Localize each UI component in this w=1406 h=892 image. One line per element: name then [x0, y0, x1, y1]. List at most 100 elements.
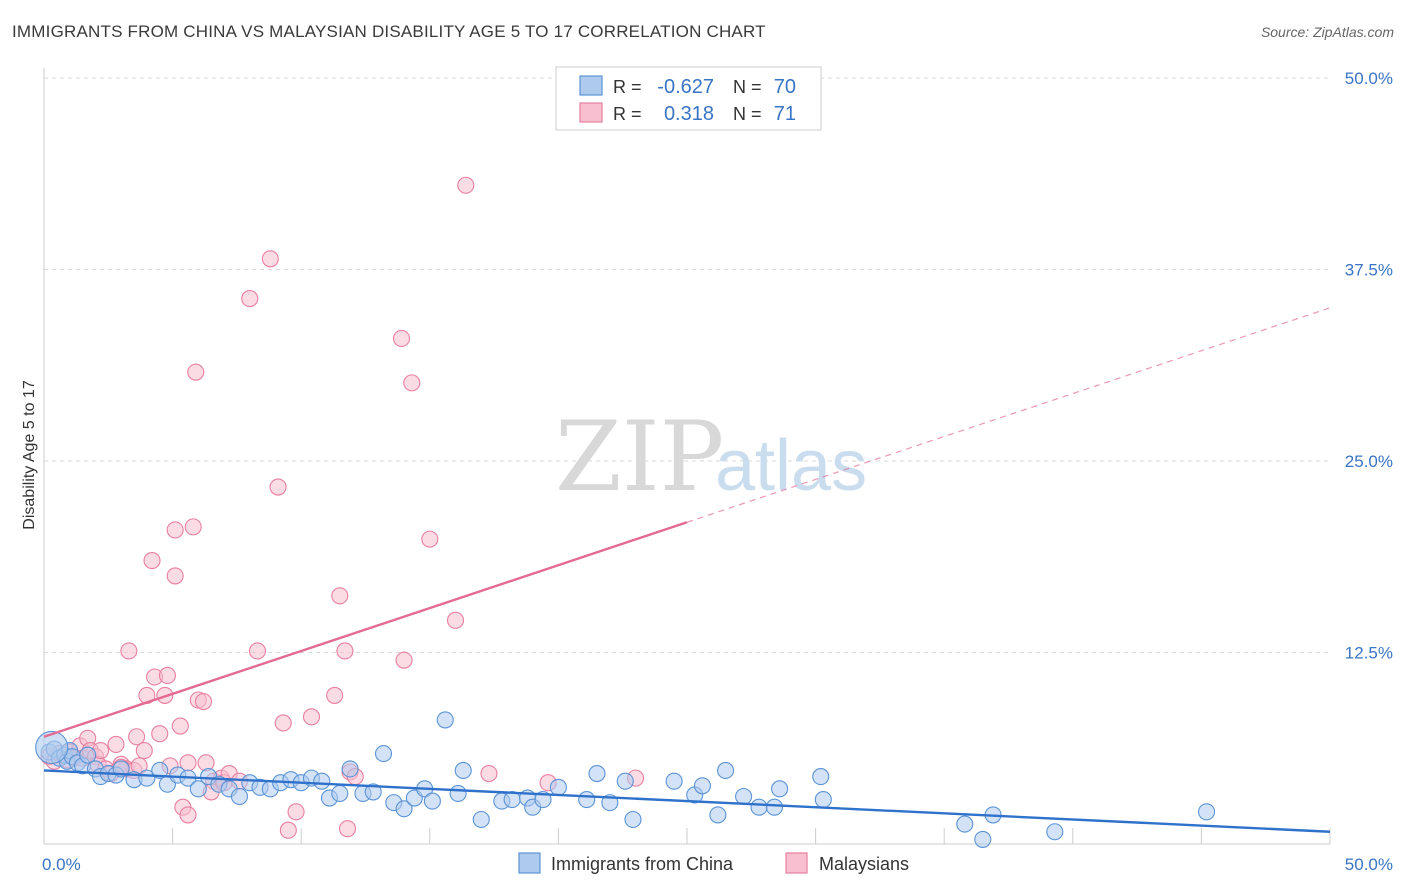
china-point-54: [549, 778, 567, 796]
malaysians-point-38: [197, 754, 215, 772]
china-point-39: [374, 745, 393, 763]
stats-legend: R = -0.627 N = 70 R = 0.318 N = 71: [555, 66, 822, 131]
china-point-70: [814, 791, 832, 809]
trend-lines: [43, 307, 1331, 833]
china-point-33: [313, 772, 331, 790]
legend-pink-r-value: 0.318: [664, 103, 714, 125]
china-point-75: [1197, 803, 1216, 821]
china-point-25: [230, 787, 249, 806]
series-legend-pink-swatch: [785, 852, 808, 874]
china-point-71: [956, 815, 974, 833]
malaysians-point-18: [120, 642, 138, 660]
malaysians-point-61: [392, 329, 411, 347]
chart-source: Source: ZipAtlas.com: [1260, 24, 1394, 40]
china-point-41: [395, 800, 413, 818]
malaysians-point-67: [480, 764, 498, 783]
malaysians-point-20: [128, 728, 146, 746]
china-point-56: [588, 764, 606, 783]
legend-blue-swatch: [579, 75, 603, 96]
malaysians-point-62: [403, 374, 421, 392]
malaysians-point-57: [336, 642, 354, 660]
china-point-60: [665, 772, 683, 790]
malaysians-point-55: [326, 686, 344, 704]
x-tick-label-1: 50.0%: [1345, 855, 1393, 874]
china-point-35: [331, 784, 349, 802]
malaysians-point-24: [143, 552, 161, 570]
tick-labels: 50.0% 37.5% 25.0% 12.5% 0.0% 50.0%: [42, 69, 1393, 874]
grid-lines: [44, 77, 1330, 653]
axes: [43, 68, 1331, 845]
china-point-45: [436, 711, 454, 729]
watermark-atlas: atlas: [715, 426, 867, 506]
malaysians-point-35: [187, 363, 205, 381]
malaysians-point-34: [184, 518, 202, 536]
malaysians-trend-extension: [686, 307, 1331, 523]
china-point-48: [472, 810, 490, 829]
legend-blue-r-label: R =: [613, 77, 642, 97]
china-point-9: [79, 746, 97, 764]
malaysians-point-52: [279, 821, 297, 839]
y-tick-label-2: 25.0%: [1345, 452, 1393, 471]
malaysians-point-47: [241, 290, 259, 308]
y-axis-title: Disability Age 5 to 17: [21, 380, 38, 530]
china-point-64: [717, 761, 735, 780]
malaysians-point-31: [171, 717, 189, 735]
malaysians-point-50: [269, 478, 287, 496]
malaysians-point-41: [179, 806, 197, 824]
china-point-62: [693, 777, 711, 795]
malaysians-point-22: [135, 741, 153, 760]
china-point-46: [449, 784, 467, 802]
china-point-74: [1046, 823, 1064, 841]
chart-title: IMMIGRANTS FROM CHINA VS MALAYSIAN DISAB…: [12, 22, 766, 41]
malaysians-point-26: [151, 725, 169, 743]
legend-blue-n-value: 70: [774, 76, 796, 98]
malaysians-point-63: [395, 651, 413, 669]
malaysians-point-54: [302, 708, 321, 726]
watermark: ZIP atlas: [555, 401, 867, 513]
legend-pink-n-value: 71: [774, 103, 796, 125]
china-point-55: [578, 791, 596, 809]
china-point-44: [423, 792, 441, 810]
malaysians-point-48: [248, 642, 267, 660]
legend-pink-r-label: R =: [613, 104, 642, 124]
legend-pink-swatch: [579, 102, 603, 123]
malaysians-point-49: [261, 250, 279, 268]
malaysians-point-56: [331, 587, 349, 605]
y-tick-label-0: 50.0%: [1345, 69, 1393, 88]
series-legend-blue-label: Immigrants from China: [551, 854, 734, 874]
malaysians-trend-line: [43, 521, 688, 738]
malaysians-point-32: [166, 521, 184, 539]
china-point-68: [771, 780, 789, 798]
china-point-63: [709, 806, 727, 824]
china-point-59: [624, 810, 642, 829]
china-trend-line: [43, 769, 1331, 833]
legend-pink-n-label: N =: [733, 104, 762, 124]
legend-blue-r-value: -0.627: [657, 76, 714, 98]
y-tick-label-1: 37.5%: [1345, 261, 1393, 280]
malaysians-point-28: [158, 666, 177, 685]
malaysians-point-58: [338, 820, 357, 838]
malaysians-point-51: [274, 714, 292, 732]
china-point-17: [151, 761, 169, 780]
china-point-66: [750, 798, 768, 816]
china-cluster-point: [35, 730, 69, 765]
china-point-67: [765, 798, 783, 816]
watermark-zip: ZIP: [555, 401, 724, 513]
malaysians-point-66: [457, 176, 475, 194]
malaysians-point-37: [194, 692, 213, 711]
series-legend-pink-label: Malaysians: [819, 854, 909, 874]
china-point-21: [189, 780, 207, 798]
legend-blue-n-label: N =: [733, 77, 762, 97]
malaysians-point-64: [421, 530, 439, 548]
china-point-36: [341, 760, 359, 778]
china-point-69: [812, 768, 830, 786]
china-point-47: [454, 761, 472, 780]
malaysians-points: [40, 176, 645, 839]
china-point-58: [616, 772, 634, 790]
series-legend: Immigrants from China Malaysians: [518, 852, 909, 874]
series-legend-blue-swatch: [518, 852, 541, 874]
china-point-38: [364, 783, 382, 801]
malaysians-point-30: [166, 567, 184, 585]
x-tick-label-0: 0.0%: [42, 855, 81, 874]
